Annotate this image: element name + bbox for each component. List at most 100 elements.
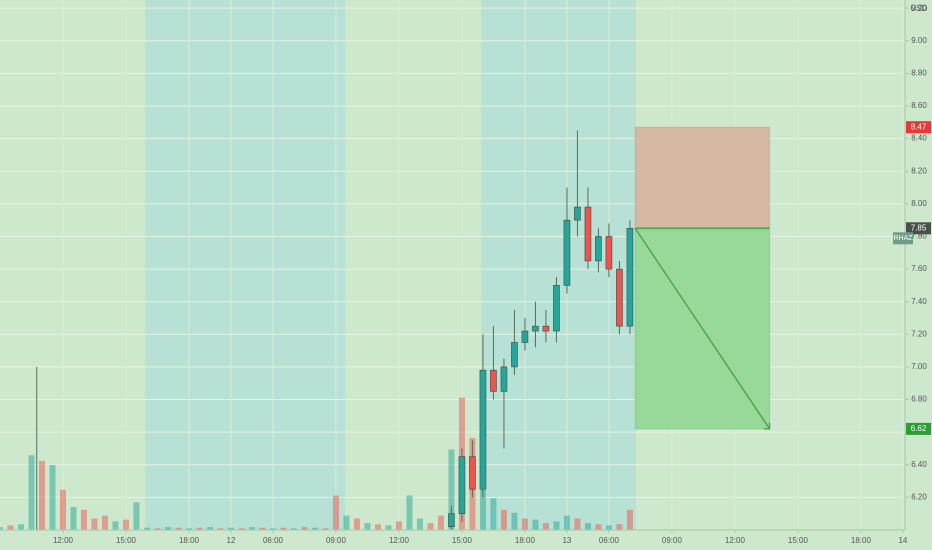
candle-body (500, 366, 508, 392)
volume-bar (301, 527, 308, 530)
volume-bar (7, 525, 14, 530)
volume-bar (563, 515, 570, 530)
volume-bar (80, 509, 87, 530)
volume-bar (206, 527, 213, 530)
y-tick-label: 7.80 (911, 232, 927, 241)
volume-bar (17, 524, 24, 530)
x-tick-label: 09:00 (662, 536, 683, 545)
symbol-badge: RHAZ (893, 235, 913, 242)
volume-bar (574, 518, 581, 530)
stop-label: 8.47 (911, 122, 927, 131)
x-tick-label: 12 (227, 536, 236, 545)
volume-bar (332, 495, 339, 530)
volume-bar (385, 525, 392, 530)
volume-bar (521, 518, 528, 530)
y-tick-label: 6.80 (911, 395, 927, 404)
volume-bar (227, 527, 234, 530)
volume-bar (164, 527, 171, 530)
y-tick-label: 8.20 (911, 166, 927, 175)
candle-body (605, 236, 613, 270)
volume-bar (595, 524, 602, 530)
volume-bar (322, 528, 329, 530)
volume-bar (143, 527, 150, 530)
volume-bar (28, 455, 35, 530)
candle-body (616, 268, 623, 327)
volume-bar (49, 465, 56, 530)
candle-body (532, 325, 539, 332)
position-tool (634, 126, 771, 430)
volume-bar (70, 507, 77, 530)
axes: 6.206.406.606.807.007.207.407.607.808.00… (53, 3, 931, 545)
y-tick-label: 8.40 (911, 134, 927, 143)
x-tick-label: 14 (898, 536, 907, 545)
candle-body (458, 456, 466, 514)
price-axis (905, 0, 932, 550)
candle-body (553, 285, 560, 332)
volume-bar (343, 515, 350, 530)
y-tick-label: 7.60 (911, 264, 927, 273)
volume-bar (374, 524, 381, 530)
volume-bar (479, 489, 486, 530)
volume-bar (112, 521, 119, 530)
target-label: 6.62 (911, 424, 927, 433)
volume-bar (416, 518, 423, 530)
candle-body (511, 342, 518, 368)
volume-bar (353, 518, 360, 530)
volume-bar (553, 521, 560, 530)
volume-bar (280, 527, 287, 530)
candle-body (584, 206, 592, 262)
volume-bar (427, 523, 434, 530)
x-tick-label: 12:00 (53, 536, 74, 545)
y-tick-label: 8.60 (911, 101, 927, 110)
volume-bar (406, 495, 413, 530)
volume-bar (605, 525, 612, 530)
volume-bar (437, 515, 444, 530)
grid (0, 0, 905, 530)
x-tick-label: 12:00 (725, 536, 746, 545)
volume-bar (259, 527, 266, 530)
y-tick-label: 8.80 (911, 68, 927, 77)
trend-arrow (634, 227, 771, 430)
candles (36, 130, 634, 530)
candle-body (595, 236, 602, 262)
x-tick-label: 15:00 (116, 536, 137, 545)
volume-bar (542, 523, 549, 530)
volume-bar (133, 502, 140, 530)
session-band (145, 0, 345, 530)
y-tick-label: 8.00 (911, 199, 927, 208)
y-tick-label: 6.40 (911, 460, 927, 469)
volume-bar (38, 461, 45, 530)
y-tick-label: 7.40 (911, 297, 927, 306)
x-tick-label: 18:00 (179, 536, 200, 545)
symbol-badge-bg (893, 232, 913, 245)
x-tick-label: 18:00 (851, 536, 872, 545)
last-price-label-bg (906, 222, 931, 235)
volume-bar (0, 527, 3, 530)
y-tick-label: 6.20 (911, 492, 927, 501)
x-tick-label: 09:00 (326, 536, 347, 545)
last-price-label: 7.85 (911, 223, 927, 232)
volume-bar (238, 528, 245, 530)
stop-label-bg (906, 121, 931, 134)
volume-bar (217, 528, 224, 530)
candle-body (626, 228, 634, 327)
candle-body (542, 325, 550, 332)
volume-bar (248, 527, 255, 530)
volume-bar (154, 528, 161, 530)
x-tick-label: 18:00 (515, 536, 536, 545)
volume-bar (290, 528, 297, 530)
currency-label: USD (911, 4, 928, 13)
session-band (481, 0, 636, 530)
candle-body (469, 456, 476, 490)
volume-bar (59, 489, 66, 530)
candle-body (490, 369, 497, 392)
x-tick-label: 12:00 (389, 536, 410, 545)
volume-bar (448, 449, 455, 530)
candle-body (521, 330, 529, 343)
volume-bar (364, 523, 371, 530)
volume-bar (490, 498, 497, 530)
volume-bar (269, 528, 276, 530)
volume-bar (500, 509, 507, 530)
